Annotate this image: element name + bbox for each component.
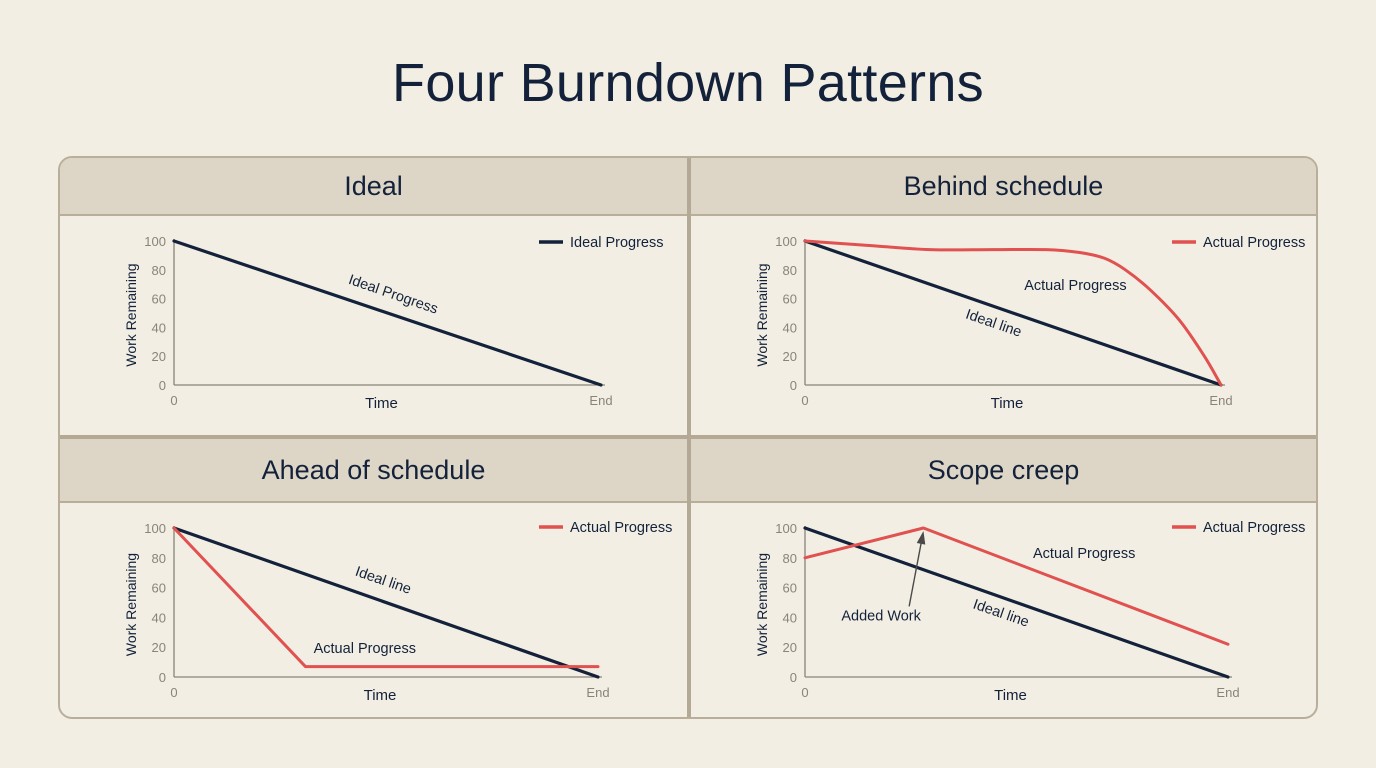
series-actual-line [803,526,1230,646]
x-tick-label-end: End [1209,393,1232,408]
y-tick-label: 40 [783,610,797,625]
panel-ideal: Ideal 0 20 40 60 80 100 0 End Time Work Remaining I… [60,158,687,435]
y-tick-label: 0 [159,670,166,685]
horizontal-divider [60,435,1316,439]
x-tick-label-start: 0 [170,685,177,700]
legend-label: Ideal Progress [570,235,664,251]
y-tick-label: 40 [152,610,166,625]
annotation-arrow-head [916,530,926,545]
y-tick-label: 0 [790,378,797,393]
legend-label: Actual Progress [1203,235,1305,251]
y-tick-label: 40 [152,320,166,335]
x-tick-label-start: 0 [801,685,808,700]
y-tick-label: 0 [159,378,166,393]
legend: Actual Progress [1172,235,1305,251]
annotation-ideal-progress: Ideal Progress [346,272,440,318]
panel-title-ahead-of-schedule: Ahead of schedule [60,439,687,503]
annotation-actual-progress: Actual Progress [1024,278,1126,294]
series-ideal-line [172,526,600,679]
panel-scope-creep: Scope creep 0 20 40 60 80 100 0 End Time Work Rema… [691,439,1316,717]
y-axis-label: Work Remaining [754,553,770,656]
y-tick-label: 60 [783,581,797,596]
chart-behind-schedule: 0 20 40 60 80 100 0 End Time Work Remaining Actual… [754,234,1305,412]
y-tick-label: 100 [144,521,166,536]
x-axis-label: Time [994,687,1027,704]
annotation-ideal-line: Ideal line [971,597,1031,631]
y-tick-label: 100 [775,521,797,536]
y-axis-label: Work Remaining [123,553,139,656]
x-axis-label: Time [365,395,398,412]
legend: Actual Progress [539,520,672,536]
series-ideal-line [172,239,603,387]
chart-scope-creep: 0 20 40 60 80 100 0 End Time Work Remaining Actual… [754,520,1305,704]
annotation-actual-progress: Actual Progress [314,641,416,657]
y-tick-label: 20 [152,349,166,364]
x-tick-label-start: 0 [801,393,808,408]
charts-grid: Ideal 0 20 40 60 80 100 0 End Time Work Remaining I… [58,156,1318,719]
annotation-added-work: Added Work [841,608,921,624]
y-tick-label: 60 [152,581,166,596]
legend: Ideal Progress [539,235,664,251]
y-tick-label: 40 [783,320,797,335]
legend: Actual Progress [1172,520,1305,536]
panel-title-ideal: Ideal [60,158,687,216]
panel-title-behind-schedule: Behind schedule [691,158,1316,216]
legend-label: Actual Progress [570,520,672,536]
panel-ahead-of-schedule: Ahead of schedule 0 20 40 60 80 100 0 End Time Wor… [60,439,687,717]
page-title: Four Burndown Patterns [392,53,984,113]
series-ideal-line [803,239,1223,387]
y-tick-label: 0 [790,670,797,685]
y-tick-label: 100 [775,234,797,249]
x-tick-label-start: 0 [170,393,177,408]
y-axis-label: Work Remaining [754,263,770,366]
chart-ahead-of-schedule: 0 20 40 60 80 100 0 End Time Work Remaining Actual… [123,520,672,704]
x-tick-label-end: End [586,685,609,700]
legend-label: Actual Progress [1203,520,1305,536]
y-tick-label: 20 [783,349,797,364]
annotation-actual-progress: Actual Progress [1033,546,1135,562]
annotation-arrow [908,534,924,607]
panel-behind-schedule: Behind schedule 0 20 40 60 80 100 0 End Time Work … [691,158,1316,435]
y-axis-label: Work Remaining [123,263,139,366]
x-axis-label: Time [364,687,397,704]
y-tick-label: 80 [152,551,166,566]
x-tick-label-end: End [589,393,612,408]
chart-ideal: 0 20 40 60 80 100 0 End Time Work Remaining Ideal … [123,234,664,412]
series-actual-line [803,239,1223,387]
y-tick-label: 80 [783,551,797,566]
y-tick-label: 80 [783,263,797,278]
y-tick-label: 100 [144,234,166,249]
annotation-ideal-line: Ideal line [963,307,1023,341]
y-tick-label: 20 [152,640,166,655]
series-actual-line [172,526,600,669]
y-tick-label: 60 [152,292,166,307]
x-tick-label-end: End [1216,685,1239,700]
y-tick-label: 60 [783,292,797,307]
y-tick-label: 80 [152,263,166,278]
y-tick-label: 20 [783,640,797,655]
x-axis-label: Time [991,395,1024,412]
series-ideal-line [803,526,1230,679]
panel-title-scope-creep: Scope creep [691,439,1316,503]
